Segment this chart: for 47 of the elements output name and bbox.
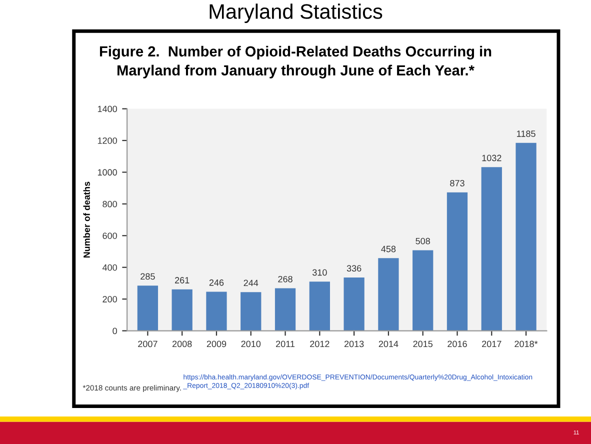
bar: [309, 282, 330, 331]
x-tick-label: 2018*: [514, 340, 538, 348]
bar: [206, 292, 227, 331]
bar: [378, 258, 399, 331]
data-label: 508: [416, 238, 430, 244]
x-tick-label: 2014: [378, 340, 398, 348]
x-tick-label: 2017: [482, 340, 502, 348]
x-tick-label: 2015: [413, 340, 433, 348]
y-tick-label: 0: [112, 328, 117, 334]
data-label: 285: [140, 273, 155, 280]
x-tick-label: 2007: [138, 340, 158, 348]
y-tick-label: 800: [102, 200, 117, 208]
data-label: 261: [175, 277, 190, 284]
data-label: 336: [346, 265, 362, 272]
data-label: 458: [381, 246, 396, 252]
bar: [172, 289, 192, 331]
data-label: 244: [244, 280, 258, 286]
chart-subtitle: Figure 2. Number of Opioid-Related Deaths Occurring in Maryland from January through June of Each Year.*: [100, 46, 492, 78]
x-tick-label: 2016: [448, 340, 467, 348]
y-tick-label: 1200: [98, 137, 117, 144]
y-tick-label: 1400: [98, 106, 117, 112]
bar: [344, 278, 364, 331]
bar: [240, 292, 262, 331]
y-tick-label: 400: [102, 264, 117, 271]
y-tick-label: 200: [102, 296, 117, 302]
y-tick-label: 600: [102, 232, 117, 239]
data-label: 310: [312, 269, 327, 276]
chart-title: Maryland Statistics: [210, 4, 382, 24]
bar: [137, 286, 158, 331]
data-label: 1032: [482, 154, 502, 162]
bar: [481, 167, 502, 331]
bar: [516, 142, 536, 331]
y-tick-label: 1000: [98, 169, 117, 176]
x-tick-label: 2008: [172, 340, 192, 348]
bar: [274, 288, 296, 331]
data-label: 1185: [517, 130, 536, 137]
data-label: 246: [209, 279, 224, 286]
bar: [446, 192, 468, 331]
data-label: 268: [278, 276, 292, 282]
x-tick-label: 2012: [310, 340, 330, 348]
y-axis-title: Number of deaths: [83, 182, 90, 258]
data-label: 873: [450, 180, 464, 186]
x-tick-label: 2011: [276, 340, 295, 348]
x-tick-label: 2009: [206, 340, 226, 348]
x-tick-label: 2013: [344, 340, 364, 348]
bar: [412, 250, 434, 331]
x-tick-label: 2010: [241, 340, 261, 348]
